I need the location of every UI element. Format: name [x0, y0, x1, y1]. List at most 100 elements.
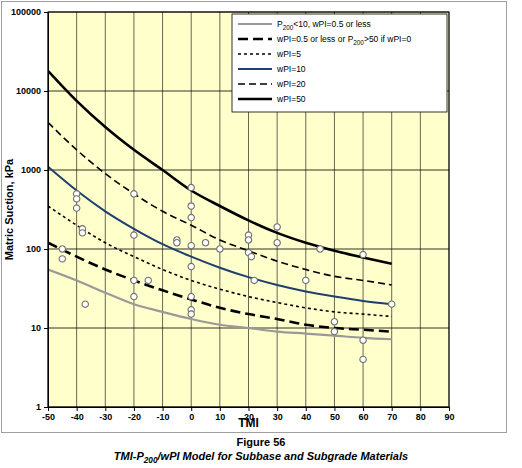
x-tick: 90 — [444, 407, 454, 422]
legend-box — [232, 14, 447, 112]
x-tick-mark — [420, 407, 421, 411]
scatter-point — [188, 243, 194, 249]
scatter-point — [251, 277, 257, 283]
legend-label: wPI=5 — [276, 49, 301, 59]
x-tick: -20 — [128, 407, 141, 422]
y-tick: 10 — [31, 323, 48, 333]
x-tick-label: -20 — [128, 412, 141, 422]
scatter-point — [188, 184, 194, 190]
legend-label: wPI=20 — [276, 79, 306, 89]
x-grid-line — [162, 12, 163, 407]
x-tick-mark — [191, 407, 192, 411]
x-tick-label: -50 — [42, 412, 55, 422]
y-tick-label: 100 — [26, 244, 41, 254]
chart-svg: -50-40-30-20-100102030405060708090110100… — [0, 0, 522, 468]
x-tick-label: 80 — [416, 412, 426, 422]
data-layer — [48, 71, 395, 363]
x-tick: 60 — [359, 407, 369, 422]
x-tick: 30 — [273, 407, 283, 422]
legend-swatch — [238, 23, 272, 25]
x-tick-label: -10 — [157, 412, 170, 422]
scatter-point — [79, 230, 85, 236]
scatter-point — [73, 196, 79, 202]
text-part: <10, wPI=0.5 or less — [293, 19, 371, 29]
x-tick-label: 30 — [273, 412, 283, 422]
scatter-point — [202, 240, 208, 246]
scatter-point — [82, 301, 88, 307]
scatter-point — [145, 277, 151, 283]
x-tick-label: 0 — [189, 412, 194, 422]
legend-label: wPI=10 — [276, 64, 306, 74]
text-part: wPI=5 — [276, 49, 301, 59]
scatter-point — [274, 240, 280, 246]
scatter-point — [59, 246, 65, 252]
legend-label: wPI=0.5 or less or P200>50 if wPI=0 — [276, 34, 411, 46]
scatter-point — [188, 293, 194, 299]
y-tick: 100 — [26, 244, 48, 254]
y-tick-label: 1 — [36, 402, 41, 412]
legend-label: wPI=50 — [276, 94, 306, 104]
text-part: >50 if wPI=0 — [364, 34, 412, 44]
legend-label: P200<10, wPI=0.5 or less — [277, 19, 371, 31]
text-subscript: 200 — [283, 24, 294, 31]
x-tick-label: 60 — [359, 412, 369, 422]
y-tick-label: 100000 — [11, 7, 41, 17]
scatter-point — [217, 246, 223, 252]
scatter-point — [174, 240, 180, 246]
x-tick-label: 70 — [387, 412, 397, 422]
series-line — [48, 167, 392, 304]
text-subscript: 200 — [143, 456, 158, 465]
x-tick-mark — [334, 407, 335, 411]
x-tick: 0 — [189, 407, 194, 422]
y-tick-label: 10000 — [16, 86, 41, 96]
scatter-point — [274, 224, 280, 230]
x-tick-label: -40 — [71, 412, 84, 422]
scatter-point — [73, 205, 79, 211]
y-tick-mark — [44, 249, 48, 250]
x-tick-mark — [77, 407, 78, 411]
plot-border — [48, 12, 449, 407]
text-part: wPI=50 — [276, 94, 306, 104]
y-tick-mark — [44, 170, 48, 171]
x-grid-line — [219, 12, 220, 407]
y-tick: 10000 — [16, 86, 48, 96]
series-line — [48, 206, 392, 316]
x-tick-mark — [134, 407, 135, 411]
plot-background — [48, 12, 449, 407]
legend-swatch — [238, 38, 272, 41]
y-axis: 1 10 100 1000 10000 100000 — [11, 7, 49, 412]
x-tick-label: 90 — [444, 412, 454, 422]
scatter-point — [317, 246, 323, 252]
scatter-point — [131, 191, 137, 197]
scatter-point — [131, 293, 137, 299]
scatter-point — [131, 277, 137, 283]
scatter-point — [248, 253, 254, 259]
x-tick-mark — [392, 407, 393, 411]
scatter-point — [188, 214, 194, 220]
text-subscript: 200 — [353, 39, 364, 46]
text-part: wPI=10 — [276, 64, 306, 74]
scatter-point — [331, 328, 337, 334]
x-tick: -40 — [71, 407, 84, 422]
text-part: wPI=0.5 or less or P — [276, 34, 354, 44]
scatter-point — [245, 237, 251, 243]
x-tick: -50 — [42, 407, 55, 422]
scatter-point — [303, 277, 309, 283]
scatter-point — [360, 356, 366, 362]
scatter-point — [188, 263, 194, 269]
legend-swatch — [238, 83, 272, 85]
y-axis-title: Matric Suction, kPa — [3, 158, 15, 260]
y-grid-line — [48, 170, 449, 171]
x-tick-mark — [449, 407, 450, 411]
scatter-point — [331, 319, 337, 325]
x-tick-mark — [105, 407, 106, 411]
chart-title: Figure 56 — [237, 436, 286, 448]
chart-frame — [2, 2, 507, 433]
scatter-point — [360, 337, 366, 343]
x-tick: 40 — [301, 407, 311, 422]
y-tick-label: 1000 — [21, 165, 41, 175]
x-tick-mark — [249, 407, 250, 411]
y-tick-mark — [44, 12, 48, 13]
chart-subtitle: TMI-P200/wPI Model for Subbase and Subgr… — [114, 450, 408, 465]
series-line — [48, 122, 392, 285]
